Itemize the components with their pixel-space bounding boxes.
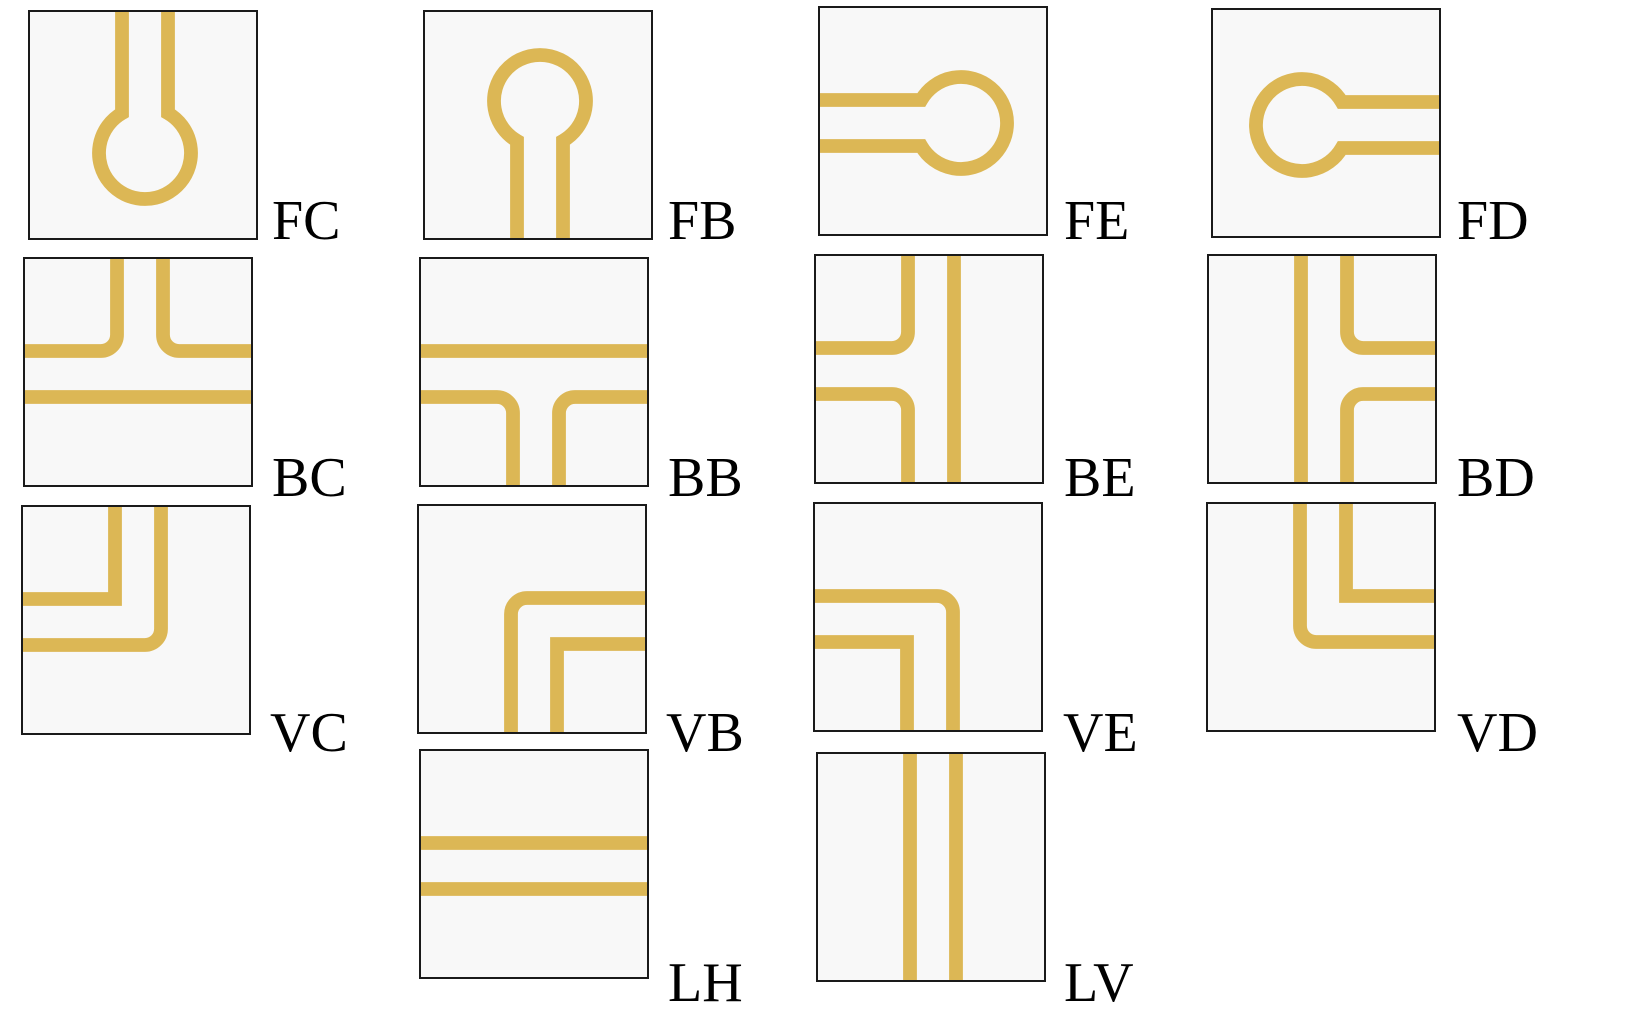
track-corner-left-bottom: [815, 589, 960, 730]
track-end-right: [1249, 72, 1439, 178]
tile-be: [814, 254, 1044, 484]
track-end-top: [92, 12, 198, 206]
tile-fc: [28, 10, 258, 240]
tile-label-lh: LH: [668, 952, 743, 1014]
tile-bb: [419, 257, 649, 487]
track-tee-right-icon: [1294, 256, 1435, 482]
track-corner-top-right: [1293, 504, 1434, 649]
track-tee-bottom: [421, 344, 647, 485]
track-corner-top-left-icon: [23, 507, 168, 652]
track-line-vertical-icon: [903, 754, 963, 980]
track-corner-top-right-icon: [1293, 504, 1434, 649]
tile-lv: [816, 752, 1046, 982]
track-line-horizontal-icon: [421, 836, 647, 896]
track-tee-bottom-icon: [421, 344, 647, 485]
tile-label-fd: FD: [1457, 190, 1529, 252]
track-corner-top-left: [23, 507, 168, 652]
tile-label-vc: VC: [270, 702, 348, 764]
track-tee-left: [816, 256, 961, 482]
track-tee-top: [25, 259, 251, 404]
track-end-bottom: [487, 48, 593, 238]
tile-label-fc: FC: [272, 190, 341, 252]
tile-ve: [813, 502, 1043, 732]
track-corner-bottom-right-icon: [504, 591, 645, 732]
tile-lh: [419, 749, 649, 979]
track-end-left: [820, 70, 1014, 176]
tile-label-vd: VD: [1457, 702, 1538, 764]
tile-label-fb: FB: [668, 190, 737, 252]
tile-label-lv: LV: [1064, 952, 1134, 1014]
track-tee-right: [1294, 256, 1435, 482]
track-line-vertical: [903, 754, 963, 980]
tile-label-vb: VB: [666, 702, 744, 764]
tile-fe: [818, 6, 1048, 236]
tile-label-bd: BD: [1457, 447, 1535, 509]
track-end-bottom-icon: [487, 48, 593, 238]
track-corner-bottom-right: [504, 591, 645, 732]
track-end-top-icon: [92, 12, 198, 206]
track-corner-left-bottom-icon: [815, 589, 960, 730]
tile-label-be: BE: [1064, 447, 1136, 509]
tile-fd: [1211, 8, 1441, 238]
track-end-left-icon: [820, 70, 1014, 176]
track-end-right-icon: [1249, 72, 1439, 178]
track-line-horizontal: [421, 836, 647, 896]
tile-fb: [423, 10, 653, 240]
tile-label-bc: BC: [272, 447, 347, 509]
tile-vd: [1206, 502, 1436, 732]
tile-vb: [417, 504, 647, 734]
track-tee-left-icon: [816, 256, 961, 482]
tile-bc: [23, 257, 253, 487]
tile-label-bb: BB: [668, 447, 743, 509]
track-tee-top-icon: [25, 259, 251, 404]
tile-label-ve: VE: [1063, 702, 1138, 764]
tile-bd: [1207, 254, 1437, 484]
tile-vc: [21, 505, 251, 735]
tile-label-fe: FE: [1064, 190, 1130, 252]
